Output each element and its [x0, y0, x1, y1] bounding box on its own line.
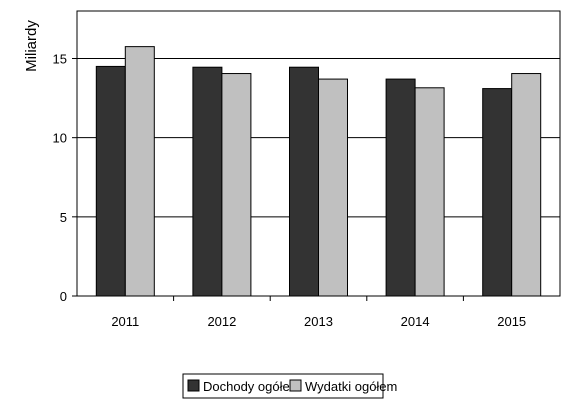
y-tick-label: 0 [60, 289, 67, 304]
legend: Dochody ogółem Wydatki ogółem [182, 373, 397, 399]
bar-dochody-2011 [95, 65, 126, 297]
x-tick-label: 2015 [497, 314, 526, 329]
bar-dochody-2012 [192, 66, 223, 297]
bar-wydatki-2013 [318, 78, 348, 297]
bar-wydatki-2015 [511, 73, 542, 297]
y-tick-label: 5 [60, 210, 67, 225]
x-tick-labels: 2011 2012 2013 2014 2015 [111, 314, 526, 329]
axes [72, 10, 561, 301]
bar-wydatki-2012 [221, 73, 252, 297]
bar-dochody-2013 [289, 66, 319, 297]
x-tick-label: 2012 [207, 314, 236, 329]
legend-box [182, 373, 384, 399]
y-axis-label: Miliardy [23, 20, 40, 72]
y-tick-label: 15 [53, 52, 67, 67]
bar-dochody-2015 [482, 88, 513, 297]
legend-swatch-dochody [187, 379, 200, 392]
legend-label-dochody: Dochody ogółem [203, 379, 301, 394]
bars [95, 46, 542, 297]
bar-wydatki-2014 [414, 87, 445, 297]
bar-dochody-2014 [385, 78, 416, 297]
legend-swatch-wydatki [289, 379, 302, 392]
bar-wydatki-2011 [124, 46, 155, 297]
x-tick-label: 2011 [111, 314, 139, 329]
x-tick-label: 2013 [304, 314, 333, 329]
x-tick-label: 2014 [401, 314, 430, 329]
y-tick-label: 10 [53, 131, 67, 146]
legend-label-wydatki: Wydatki ogółem [305, 379, 397, 394]
y-tick-labels: 0 5 10 15 [53, 52, 67, 305]
